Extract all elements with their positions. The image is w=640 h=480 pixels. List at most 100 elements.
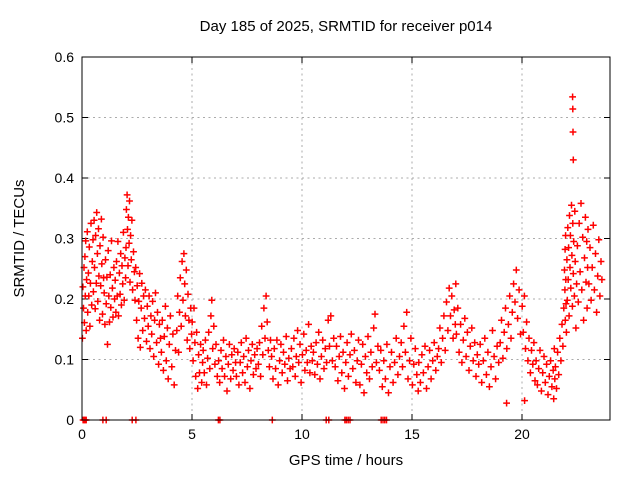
data-point-marker	[253, 345, 261, 352]
y-axis-tick-label: 0.1	[55, 352, 75, 368]
data-point-marker	[104, 247, 112, 254]
data-point-marker	[593, 308, 600, 316]
data-point-marker	[273, 336, 281, 344]
data-point-marker	[341, 385, 348, 392]
data-point-marker	[538, 387, 545, 395]
data-point-marker	[229, 367, 237, 374]
data-point-marker	[274, 381, 282, 389]
data-point-marker	[522, 345, 529, 352]
data-point-marker	[130, 248, 137, 256]
data-point-marker	[135, 298, 143, 305]
x-axis-tick-label: 10	[294, 426, 310, 442]
data-point-marker	[388, 348, 395, 356]
data-point-marker	[150, 353, 158, 360]
data-point-marker	[584, 226, 592, 233]
x-axis-tick-label: 15	[404, 426, 420, 442]
data-point-marker	[586, 244, 594, 251]
data-point-marker	[91, 305, 99, 313]
data-point-marker	[346, 351, 354, 359]
data-point-marker	[358, 360, 365, 368]
data-point-marker	[447, 312, 454, 320]
data-point-marker	[324, 316, 332, 324]
data-point-marker	[148, 330, 156, 338]
data-point-marker	[248, 341, 256, 348]
data-point-marker	[489, 327, 496, 334]
data-point-marker	[106, 271, 114, 279]
data-point-marker	[107, 304, 115, 311]
data-point-marker	[122, 244, 130, 251]
y-axis-tick-label: 0.6	[55, 49, 75, 65]
data-point-marker	[90, 216, 98, 224]
data-point-marker	[495, 359, 503, 366]
data-point-marker	[391, 359, 398, 366]
data-point-marker	[492, 375, 499, 383]
data-point-marker	[429, 357, 437, 365]
data-point-marker	[469, 357, 477, 365]
data-point-marker	[465, 367, 473, 374]
data-point-marker	[110, 264, 118, 271]
data-point-marker	[173, 327, 181, 334]
data-point-marker	[98, 215, 105, 223]
data-point-marker	[579, 233, 587, 241]
data-point-marker	[569, 220, 577, 227]
chart-title: Day 185 of 2025, SRMTID for receiver p01…	[200, 18, 493, 35]
data-point-marker	[320, 365, 328, 372]
data-point-marker	[158, 316, 166, 324]
data-point-marker	[573, 280, 580, 288]
data-point-marker	[136, 344, 144, 351]
data-point-marker	[186, 345, 194, 352]
data-point-marker	[117, 250, 125, 257]
data-point-marker	[215, 357, 222, 365]
data-point-marker	[396, 353, 403, 360]
data-point-marker	[153, 339, 160, 346]
data-point-marker	[394, 371, 402, 378]
data-point-marker	[133, 282, 141, 290]
data-point-marker	[134, 334, 142, 342]
data-point-marker	[165, 341, 173, 348]
data-point-marker	[473, 351, 481, 359]
data-point-marker	[88, 258, 96, 265]
data-point-marker	[321, 345, 329, 352]
data-point-marker	[105, 292, 113, 300]
data-point-marker	[112, 308, 120, 316]
data-point-marker	[585, 280, 593, 288]
data-point-marker	[124, 262, 132, 270]
data-point-marker	[102, 256, 109, 264]
data-point-marker	[178, 258, 186, 265]
data-point-marker	[574, 242, 581, 250]
data-point-marker	[432, 367, 440, 374]
data-point-marker	[203, 381, 210, 389]
data-point-marker	[118, 262, 126, 270]
data-point-marker	[490, 353, 498, 360]
data-point-marker	[525, 334, 533, 342]
data-point-marker	[598, 276, 606, 283]
data-point-marker	[144, 322, 152, 330]
data-point-marker	[85, 269, 92, 277]
data-point-marker	[483, 371, 490, 378]
data-point-marker	[514, 315, 521, 322]
data-point-marker	[106, 318, 113, 326]
data-point-marker	[569, 156, 577, 164]
data-point-marker	[397, 339, 405, 346]
data-point-marker	[263, 318, 271, 326]
data-point-marker	[349, 365, 357, 372]
data-point-marker	[120, 229, 127, 236]
data-point-marker	[443, 298, 450, 306]
data-point-marker	[79, 283, 87, 291]
data-point-marker	[113, 258, 120, 265]
data-point-marker	[454, 304, 462, 312]
data-point-marker	[252, 365, 260, 372]
data-point-marker	[99, 310, 106, 318]
data-point-marker	[211, 360, 219, 368]
data-point-marker	[364, 333, 372, 340]
data-point-marker	[95, 272, 103, 280]
data-point-marker	[136, 270, 143, 277]
data-point-marker	[269, 375, 277, 383]
data-point-marker	[535, 365, 543, 372]
data-point-marker	[502, 304, 509, 312]
data-point-marker	[227, 375, 235, 383]
data-point-marker	[116, 269, 123, 277]
x-axis-tick-label: 20	[514, 426, 530, 442]
data-point-marker	[423, 385, 430, 392]
data-point-marker	[164, 375, 172, 383]
